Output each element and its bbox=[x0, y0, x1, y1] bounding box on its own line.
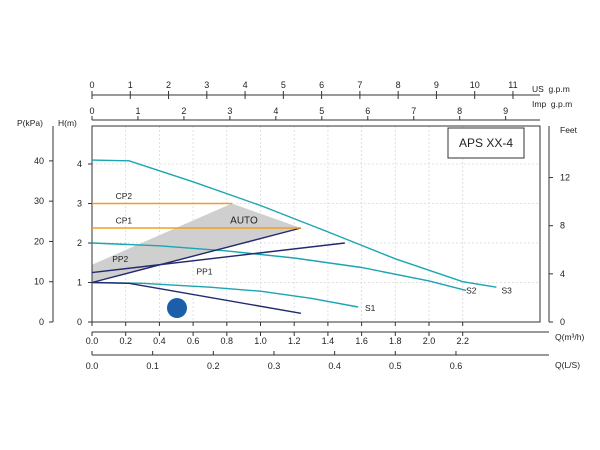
series-line-pp1 bbox=[91, 227, 302, 284]
axes-layer: 0.0 0.2 0.4 0.6 0.8 1.0 1.2 1.4 1.6 1.8 2.0 2.2 0.0 0… bbox=[34, 80, 570, 371]
x-impgpm-tick-label: 2 bbox=[181, 106, 186, 116]
x-tick-label: 1.0 bbox=[254, 336, 267, 346]
series-layer: AUTO S3 S2 S1 PP2 PP1 CP2 CP1 bbox=[91, 159, 512, 314]
y-kpa-tick-label: 20 bbox=[34, 236, 44, 246]
x-ls-tick-label: 0.4 bbox=[328, 361, 341, 371]
x-primary-label: Q(m³/h) bbox=[555, 332, 584, 342]
series-label-cp2: CP2 bbox=[116, 191, 133, 201]
chart-title: APS XX-4 bbox=[459, 136, 513, 150]
x-tick-label: 2.2 bbox=[456, 336, 469, 346]
x-usgpm-tick-label: 4 bbox=[243, 80, 248, 90]
x-tick-label: 0.0 bbox=[86, 336, 99, 346]
x-usgpm-tick-label: 9 bbox=[434, 80, 439, 90]
series-line-s3 bbox=[91, 159, 497, 288]
auto-region bbox=[92, 203, 301, 283]
x-tick-label: 1.4 bbox=[322, 336, 335, 346]
model-box bbox=[447, 127, 525, 159]
y-head-tick-label: 4 bbox=[77, 159, 82, 169]
series-label-s2: S2 bbox=[466, 286, 477, 296]
series-label-s1: S1 bbox=[365, 303, 376, 313]
x-ls-tick-label: 0.2 bbox=[207, 361, 220, 371]
x-tick-label: 0.2 bbox=[119, 336, 132, 346]
x-ls-tick-label: 0.3 bbox=[268, 361, 281, 371]
x-impgpm-tick-label: 9 bbox=[503, 106, 508, 116]
x-usgpm-tick-label: 2 bbox=[166, 80, 171, 90]
x-ls-tick-label: 0.5 bbox=[389, 361, 402, 371]
series-label-cp1: CP1 bbox=[116, 215, 133, 225]
y-kpa-tick-label: 10 bbox=[34, 277, 44, 287]
x-impgpm-tick-label: 1 bbox=[135, 106, 140, 116]
series-line-unnamed bbox=[91, 281, 302, 314]
x-impgpm-label: Imp g.p.m bbox=[532, 99, 572, 109]
x-tick-label: 0.6 bbox=[187, 336, 200, 346]
series-label-pp2: PP2 bbox=[112, 254, 128, 264]
x-tick-label: 0.4 bbox=[153, 336, 166, 346]
x-impgpm-tick-label: 7 bbox=[411, 106, 416, 116]
x-ls-tick-label: 0.1 bbox=[146, 361, 159, 371]
x-usgpm-tick-label: 10 bbox=[470, 80, 480, 90]
x-usgpm-tick-label: 6 bbox=[319, 80, 324, 90]
y-feet-tick-label: 8 bbox=[560, 221, 565, 231]
x-usgpm-tick-label: 7 bbox=[357, 80, 362, 90]
x-usgpm-tick-label: 0 bbox=[89, 80, 94, 90]
y-feet-tick-label: 4 bbox=[560, 269, 565, 279]
x-tick-label: 1.8 bbox=[389, 336, 402, 346]
x-usgpm-tick-label: 8 bbox=[396, 80, 401, 90]
x-usgpm-tick-label: 1 bbox=[128, 80, 133, 90]
y-kpa-tick-label: 0 bbox=[39, 317, 44, 327]
x-impgpm-tick-label: 4 bbox=[273, 106, 278, 116]
x-tick-label: 0.8 bbox=[221, 336, 234, 346]
brand-logo-icon bbox=[167, 298, 187, 318]
y-kpa-tick-label: 30 bbox=[34, 196, 44, 206]
x-impgpm-tick-label: 0 bbox=[89, 106, 94, 116]
series-label-s3: S3 bbox=[501, 286, 512, 296]
x-ls-label: Q(L/S) bbox=[555, 360, 580, 370]
x-usgpm-tick-label: 5 bbox=[281, 80, 286, 90]
x-tick-label: 1.2 bbox=[288, 336, 301, 346]
x-ls-tick-label: 0.0 bbox=[86, 361, 99, 371]
series-line-pp2 bbox=[91, 242, 345, 274]
plot-frame bbox=[91, 125, 541, 323]
x-usgpm-tick-label: 11 bbox=[508, 80, 517, 90]
x-usgpm-label: US g.p.m bbox=[532, 84, 570, 94]
series-line-s1 bbox=[91, 281, 359, 308]
x-ls-tick-label: 0.6 bbox=[450, 361, 463, 371]
x-tick-label: 1.6 bbox=[355, 336, 368, 346]
x-impgpm-tick-label: 8 bbox=[457, 106, 462, 116]
y-head-tick-label: 0 bbox=[77, 317, 82, 327]
y-head-tick-label: 2 bbox=[77, 238, 82, 248]
x-impgpm-tick-label: 3 bbox=[227, 106, 232, 116]
y-head-tick-label: 3 bbox=[77, 199, 82, 209]
y-feet-tick-label: 12 bbox=[560, 173, 570, 183]
series-label-auto: AUTO bbox=[230, 215, 258, 226]
y-kpa-label: P(kPa) bbox=[17, 118, 43, 128]
x-impgpm-tick-label: 6 bbox=[365, 106, 370, 116]
y-head-label: H(m) bbox=[58, 118, 77, 128]
series-line-s2 bbox=[91, 242, 467, 292]
x-impgpm-tick-label: 5 bbox=[319, 106, 324, 116]
x-tick-label: 2.0 bbox=[423, 336, 436, 346]
y-feet-label: Feet bbox=[560, 125, 578, 135]
y-kpa-tick-label: 40 bbox=[34, 156, 44, 166]
y-head-tick-label: 1 bbox=[77, 278, 82, 288]
series-label-pp1: PP1 bbox=[196, 267, 212, 277]
x-usgpm-tick-label: 3 bbox=[204, 80, 209, 90]
y-feet-tick-label: 0 bbox=[560, 317, 565, 327]
